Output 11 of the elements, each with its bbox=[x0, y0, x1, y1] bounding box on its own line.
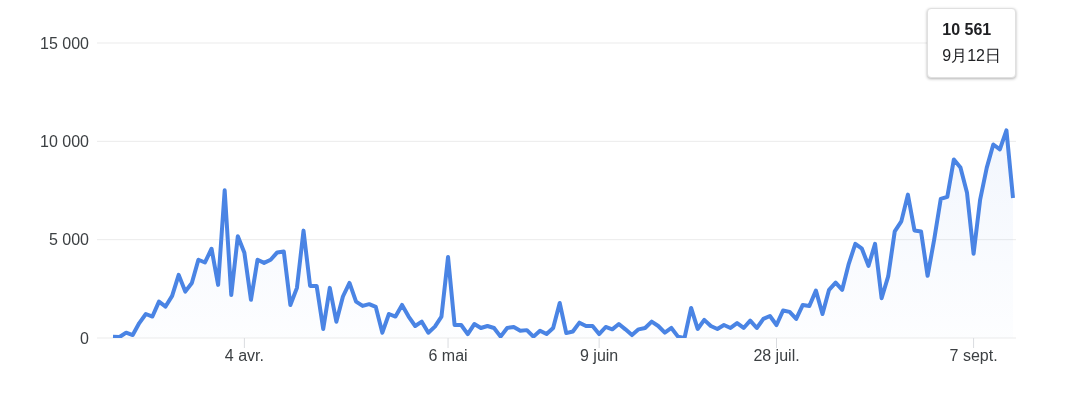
x-tick-label: 9 juin bbox=[580, 347, 619, 365]
x-tick-label: 28 juil. bbox=[753, 347, 800, 365]
x-tick-label: 4 avr. bbox=[224, 347, 264, 365]
annotation: 9月12日 bbox=[942, 46, 1001, 66]
y-tick-label: 0 bbox=[80, 329, 90, 347]
x-tick-label: 6 mai bbox=[428, 347, 468, 365]
tooltip-card: 10 561 9月12日 bbox=[927, 8, 1016, 78]
x-tick-label: 7 sept. bbox=[949, 347, 998, 365]
y-tick-label: 15 000 bbox=[40, 34, 90, 52]
y-tick-label: 5 000 bbox=[48, 231, 90, 249]
y-tick-label: 10 000 bbox=[40, 133, 90, 151]
